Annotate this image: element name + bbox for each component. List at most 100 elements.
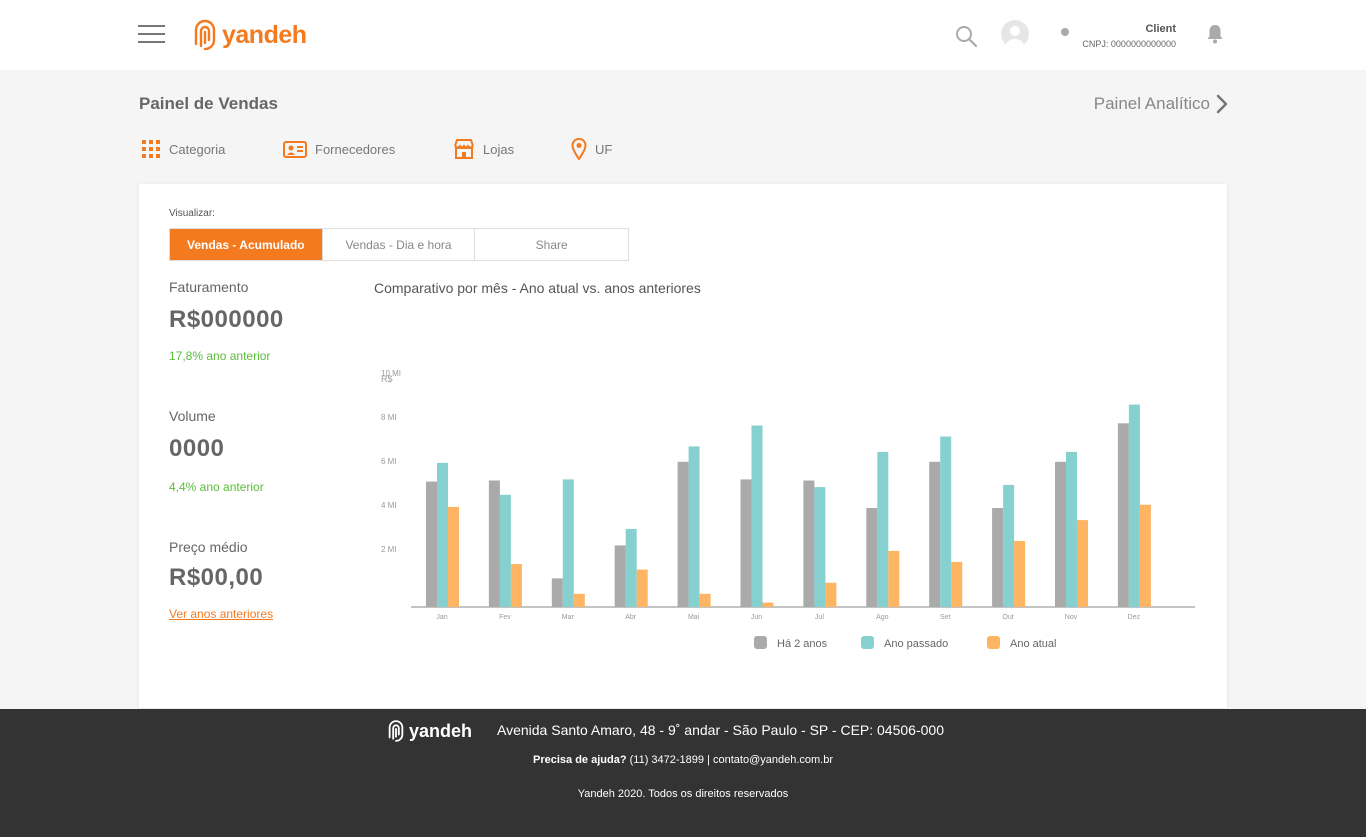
bell-icon[interactable] bbox=[1206, 24, 1224, 44]
bar-mai-1 bbox=[688, 446, 700, 607]
user-cnpj: CNPJ: 0000000000000 bbox=[1082, 39, 1176, 49]
volume-change: 4,4% ano anterior bbox=[169, 480, 264, 494]
legend-label: Ano passado bbox=[884, 638, 948, 650]
sales-card: Visualizar: Vendas - Acumulado Vendas - … bbox=[139, 184, 1227, 708]
bar-nov-2 bbox=[1077, 520, 1088, 607]
x-tick-label: Nov bbox=[1065, 614, 1078, 621]
footer: yandeh Avenida Santo Amaro, 48 - 9˚ anda… bbox=[0, 709, 1366, 837]
legend-swatch bbox=[987, 636, 1000, 649]
footer-logo: yandeh bbox=[387, 719, 472, 743]
revenue-label: Faturamento bbox=[169, 279, 249, 295]
view-toggle: Vendas - Acumulado Vendas - Dia e hora S… bbox=[169, 228, 629, 261]
location-pin-icon bbox=[571, 138, 587, 160]
legend-label: Ano atual bbox=[1010, 638, 1056, 650]
x-tick-label: Fev bbox=[499, 614, 511, 621]
x-tick-label: Jun bbox=[751, 614, 762, 621]
x-tick-label: Ago bbox=[876, 614, 889, 621]
view-option-day-hour[interactable]: Vendas - Dia e hora bbox=[323, 229, 476, 260]
bar-ago-0 bbox=[866, 508, 878, 607]
avatar-icon bbox=[1006, 26, 1024, 48]
bar-out-2 bbox=[1014, 541, 1026, 607]
analytic-panel-label: Painel Analítico bbox=[1093, 94, 1210, 113]
bar-jul-2 bbox=[825, 582, 837, 607]
bar-fev-2 bbox=[510, 564, 522, 607]
legend-swatch bbox=[754, 636, 767, 649]
store-icon bbox=[454, 139, 474, 159]
y-tick-label: 8 MI bbox=[381, 413, 397, 422]
avatar[interactable] bbox=[1001, 20, 1029, 48]
y-axis-label: R$ bbox=[381, 374, 393, 384]
bar-ago-2 bbox=[888, 550, 900, 607]
view-option-share[interactable]: Share bbox=[535, 237, 568, 252]
status-dot bbox=[1061, 28, 1069, 36]
footer-copyright: Yandeh 2020. Todos os direitos reservado… bbox=[577, 788, 789, 800]
grid-icon bbox=[142, 140, 160, 158]
bar-out-0 bbox=[992, 508, 1004, 607]
footer-address: Avenida Santo Amaro, 48 - 9˚ andar - São… bbox=[497, 722, 944, 738]
bar-abr-0 bbox=[614, 545, 626, 607]
bar-mai-2 bbox=[699, 593, 711, 607]
filter-label: Lojas bbox=[483, 141, 515, 157]
bar-mar-0 bbox=[551, 578, 563, 607]
chevron-right-icon bbox=[1216, 94, 1228, 114]
bar-nov-0 bbox=[1055, 461, 1066, 607]
bar-out-1 bbox=[1003, 484, 1015, 607]
bar-jan-1 bbox=[437, 462, 448, 607]
bar-ago-1 bbox=[877, 451, 889, 607]
y-tick-label: 10 MI bbox=[381, 369, 401, 378]
bar-dez-0 bbox=[1117, 423, 1129, 607]
revenue-value: R$000000 bbox=[169, 306, 284, 333]
see-previous-years-link[interactable]: Ver anos anteriores bbox=[169, 607, 274, 621]
x-tick-label: Jan bbox=[436, 614, 447, 621]
bar-fev-0 bbox=[488, 480, 500, 607]
footer-logo-text: yandeh bbox=[409, 720, 473, 741]
x-tick-label: Abr bbox=[625, 614, 637, 621]
volume-value: 0000 bbox=[169, 435, 225, 462]
help-label: Precisa de ajuda? bbox=[533, 754, 627, 766]
legend-label: Há 2 anos bbox=[777, 638, 828, 650]
bar-set-2 bbox=[951, 561, 963, 607]
menu-icon[interactable] bbox=[138, 24, 165, 44]
bar-jul-1 bbox=[814, 487, 826, 607]
footer-help: Precisa de ajuda? (11) 3472-1899 | conta… bbox=[0, 754, 1366, 766]
x-tick-label: Dez bbox=[1128, 614, 1141, 621]
bar-set-1 bbox=[940, 436, 952, 607]
bar-set-0 bbox=[929, 461, 941, 607]
fingerprint-logo-icon bbox=[388, 720, 404, 742]
fingerprint-logo-icon bbox=[194, 19, 216, 51]
user-name: Client bbox=[1145, 23, 1176, 35]
avg-price-value: R$00,00 bbox=[169, 564, 264, 591]
bar-dez-1 bbox=[1128, 404, 1140, 607]
bar-jun-1 bbox=[751, 425, 763, 607]
filter-fornecedores[interactable]: Fornecedores bbox=[283, 137, 395, 161]
y-tick-label: 2 MI bbox=[381, 545, 397, 554]
filter-label: Categoria bbox=[169, 141, 226, 157]
bar-mar-2 bbox=[573, 593, 585, 607]
y-tick-label: 4 MI bbox=[381, 501, 397, 510]
bar-abr-2 bbox=[636, 569, 648, 607]
revenue-change: 17,8% ano anterior bbox=[169, 349, 271, 363]
contact-card-icon bbox=[283, 141, 307, 158]
bar-abr-1 bbox=[625, 528, 637, 607]
search-icon[interactable] bbox=[954, 24, 978, 48]
help-contact[interactable]: (11) 3472-1899 | contato@yandeh.com.br bbox=[629, 754, 833, 766]
x-tick-label: Set bbox=[940, 614, 951, 621]
filter-uf[interactable]: UF bbox=[571, 137, 612, 161]
top-bar: yandeh Client CNPJ: 0000000000000 bbox=[0, 0, 1366, 70]
bar-mar-1 bbox=[562, 479, 574, 607]
y-tick-label: 6 MI bbox=[381, 457, 397, 466]
logo[interactable]: yandeh bbox=[193, 18, 307, 52]
filter-lojas[interactable]: Lojas bbox=[453, 137, 514, 161]
bar-jun-0 bbox=[740, 479, 752, 607]
bar-jul-0 bbox=[803, 480, 815, 607]
filter-categoria[interactable]: Categoria bbox=[141, 137, 225, 161]
chart-title: Comparativo por mês - Ano atual vs. anos… bbox=[374, 280, 701, 296]
monthly-comparison-chart: R$ 2 MI 4 MI 6 MI 8 MI 10 MI Jan Fev Mar Abr Mai Ju… bbox=[381, 369, 1195, 650]
page-title: Painel de Vendas bbox=[139, 94, 278, 113]
bar-mai-0 bbox=[677, 461, 689, 607]
view-option-accumulated[interactable]: Vendas - Acumulado bbox=[170, 229, 323, 260]
filter-label: UF bbox=[595, 141, 613, 157]
x-tick-label: Mar bbox=[562, 614, 575, 621]
analytic-panel-link[interactable]: Painel Analítico bbox=[1094, 94, 1228, 114]
volume-label: Volume bbox=[169, 408, 216, 424]
